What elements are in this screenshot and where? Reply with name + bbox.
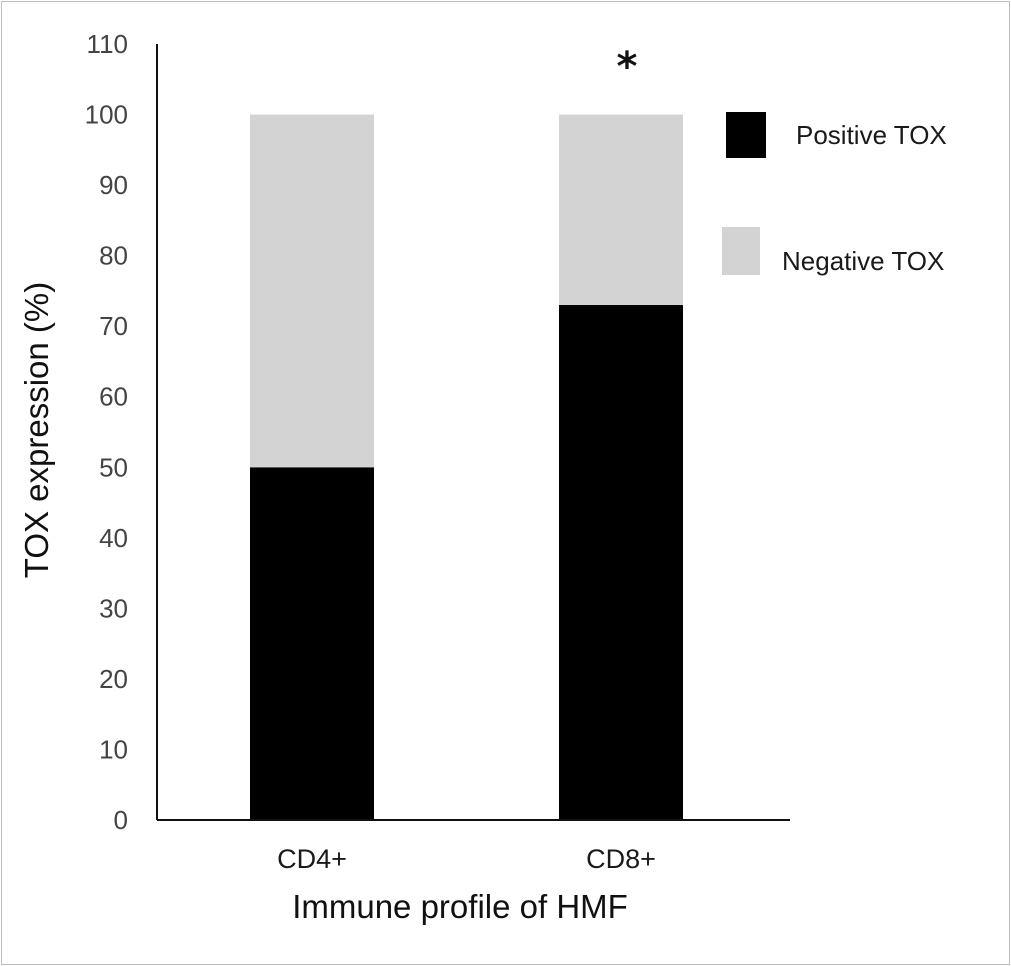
y-tick-label: 100 <box>85 100 128 130</box>
x-category-label: CD8+ <box>586 844 656 874</box>
legend-label-negative: Negative TOX <box>782 246 944 276</box>
x-category-label: CD4+ <box>277 844 347 874</box>
y-tick-label: 30 <box>99 593 128 623</box>
legend-label-positive: Positive TOX <box>796 120 947 150</box>
y-axis-title: TOX expression (%) <box>18 282 55 578</box>
bars-layer <box>250 114 683 820</box>
legend-swatch-negative <box>722 227 760 275</box>
legend-swatch-positive <box>726 112 766 158</box>
bar-negative-cd8plus <box>559 114 683 306</box>
y-tick-label: 50 <box>99 452 128 482</box>
y-tick-label: 70 <box>99 311 128 341</box>
x-axis-title: Immune profile of HMF <box>292 888 628 925</box>
y-tick-label: 10 <box>99 734 128 764</box>
y-tick-label: 90 <box>99 170 128 200</box>
y-tick-label: 80 <box>99 241 128 271</box>
y-tick-label: 110 <box>87 29 128 59</box>
y-tick-labels: 0 10 20 30 40 50 60 70 80 90 100 110 <box>85 29 128 835</box>
bar-negative-cd4plus <box>250 114 374 468</box>
y-tick-label: 40 <box>99 523 128 553</box>
legend: Positive TOX Negative TOX <box>722 112 947 276</box>
y-tick-label: 60 <box>99 382 128 412</box>
significance-asterisk: * <box>617 44 638 90</box>
bar-positive-cd8plus <box>559 305 683 820</box>
annotations-layer: * <box>617 44 638 90</box>
y-tick-label: 0 <box>114 805 128 835</box>
x-category-labels: CD4+ CD8+ <box>277 844 656 874</box>
bar-positive-cd4plus <box>250 467 374 820</box>
y-tick-label: 20 <box>99 664 128 694</box>
